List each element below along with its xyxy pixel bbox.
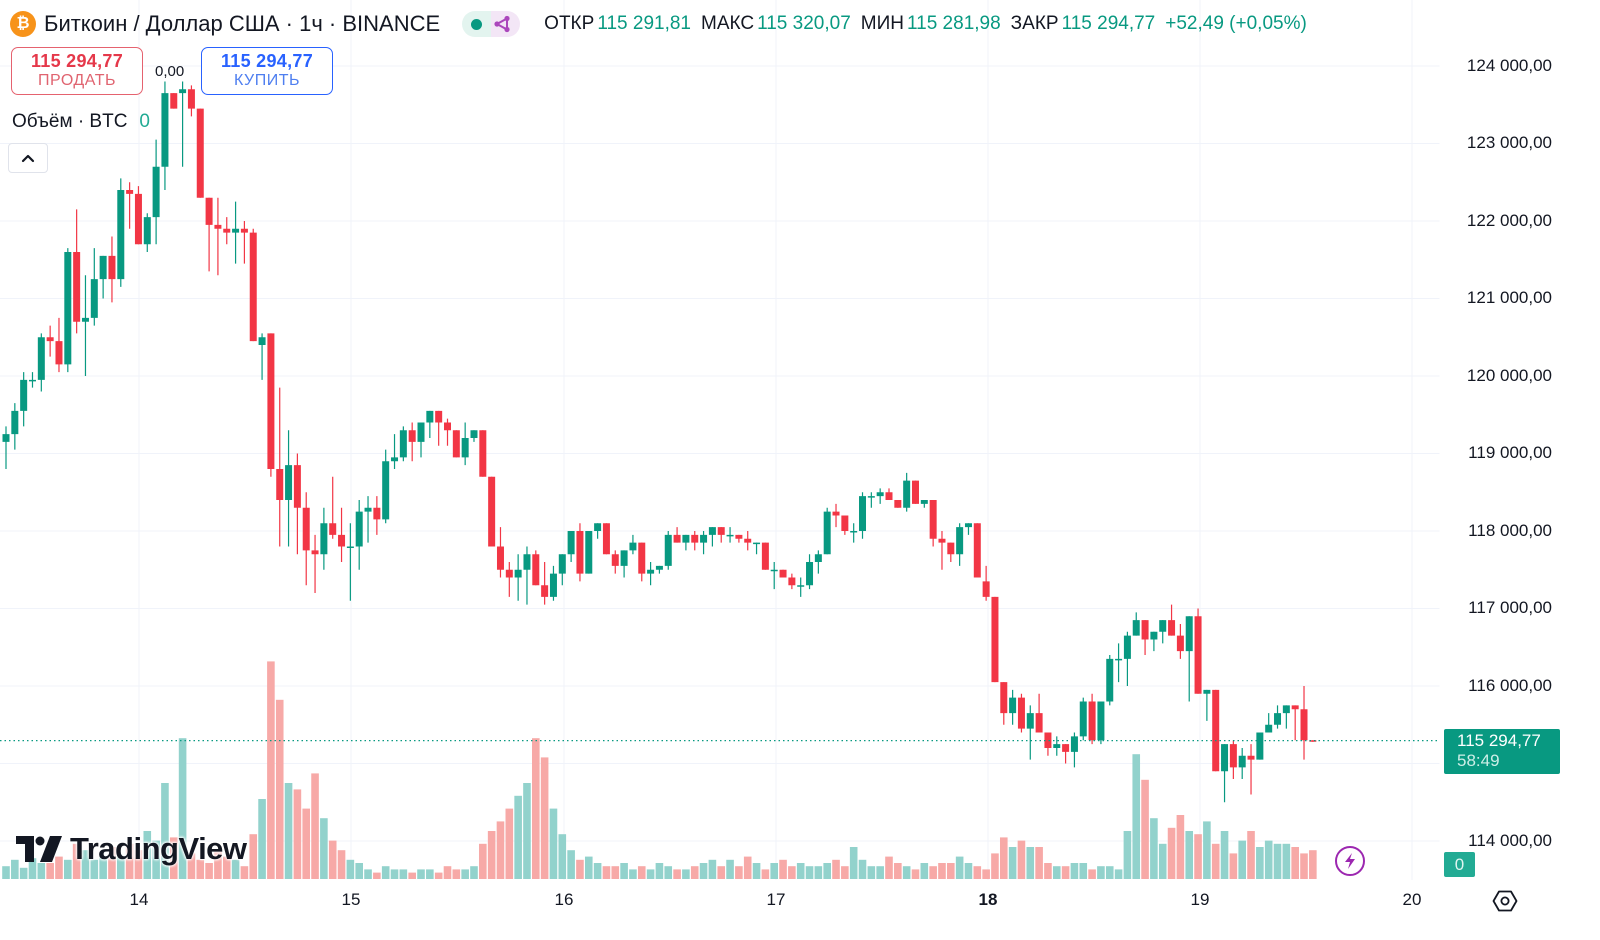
time-axis-label: 17 bbox=[766, 890, 786, 909]
bar-countdown: 58:49 bbox=[1457, 751, 1500, 770]
volume-legend-value: 0 bbox=[139, 111, 150, 132]
open-label: ОТКР bbox=[544, 13, 595, 34]
time-axis-label: 19 bbox=[1190, 890, 1210, 909]
low-value: 115 281,98 bbox=[906, 13, 1001, 34]
current-price-value: 115 294,77 bbox=[1457, 731, 1541, 750]
high-value: 115 320,07 bbox=[757, 13, 851, 34]
price-axis-label: 116 000,00 bbox=[1468, 676, 1552, 695]
chart-grid bbox=[0, 0, 1440, 880]
lightning-button[interactable] bbox=[1335, 846, 1365, 876]
buy-label: КУПИТЬ bbox=[234, 72, 300, 89]
buy-price: 115 294,77 bbox=[220, 51, 314, 71]
time-axis-label: 20 bbox=[1402, 890, 1422, 909]
collapse-legend-button[interactable] bbox=[8, 143, 48, 173]
open-value: 115 291,81 bbox=[597, 13, 691, 34]
ohlc-legend: ОТКР 115 291,81 МАКС 115 320,07 МИН 115 … bbox=[544, 13, 1307, 35]
price-axis-label: 121 000,00 bbox=[1466, 288, 1552, 307]
price-axis-label: 122 000,00 bbox=[1466, 211, 1552, 230]
current-price-tag: 115 294,77 58:49 bbox=[1444, 729, 1560, 774]
tradingview-logo-text: TradingView bbox=[70, 831, 247, 866]
buy-button[interactable]: 115 294,77 КУПИТЬ bbox=[201, 47, 333, 95]
time-axis-label-bold: 18 bbox=[978, 890, 998, 909]
tradingview-logo-icon bbox=[16, 836, 62, 862]
sell-price: 115 294,77 bbox=[30, 51, 124, 71]
sell-button[interactable]: 115 294,77 ПРОДАТЬ bbox=[11, 47, 143, 95]
price-axis-label: 123 000,00 bbox=[1466, 133, 1552, 152]
volume-legend-label: Объём · BTC bbox=[12, 111, 128, 132]
volume-legend[interactable]: Объём · BTC 0 bbox=[12, 111, 150, 133]
time-axis-label: 16 bbox=[554, 890, 574, 909]
chart-header: ₿ Биткоин / Доллар США · 1ч · BINANCE ОТ… bbox=[10, 8, 1307, 40]
market-open-dot-icon bbox=[471, 18, 483, 30]
price-axis-label: 119 000,00 bbox=[1468, 443, 1552, 462]
candlestick-series bbox=[2, 81, 1317, 803]
price-axis-label: 117 000,00 bbox=[1468, 598, 1552, 617]
symbol-title[interactable]: Биткоин / Доллар США · 1ч · BINANCE bbox=[44, 11, 441, 36]
settings-hexagon-icon bbox=[1492, 890, 1518, 912]
change-value: +52,49 (+0,05%) bbox=[1165, 13, 1307, 34]
time-axis-label: 14 bbox=[129, 890, 149, 909]
price-axis-label: 120 000,00 bbox=[1466, 366, 1552, 385]
time-axis-label: 15 bbox=[341, 890, 361, 909]
status-pill[interactable] bbox=[462, 11, 521, 37]
chart-settings-button[interactable] bbox=[1492, 888, 1518, 914]
price-axis-label: 114 000,00 bbox=[1468, 831, 1552, 850]
tradingview-logo[interactable]: TradingView bbox=[16, 831, 247, 867]
volume-bars bbox=[2, 661, 1317, 879]
price-axis-label: 124 000,00 bbox=[1466, 56, 1552, 75]
chevron-up-icon bbox=[21, 154, 35, 163]
share-node-icon bbox=[494, 15, 510, 33]
close-label: ЗАКР bbox=[1010, 13, 1059, 34]
close-value: 115 294,77 bbox=[1061, 13, 1156, 34]
low-label: МИН bbox=[860, 13, 904, 34]
spread-value: 0,00 bbox=[155, 63, 185, 80]
high-label: МАКС bbox=[701, 13, 755, 34]
volume-value-tag: 0 bbox=[1444, 852, 1475, 877]
bitcoin-icon[interactable]: ₿ bbox=[10, 11, 36, 37]
lightning-bolt-icon bbox=[1345, 853, 1355, 869]
sell-label: ПРОДАТЬ bbox=[38, 72, 116, 89]
price-axis-label: 118 000,00 bbox=[1468, 521, 1552, 540]
